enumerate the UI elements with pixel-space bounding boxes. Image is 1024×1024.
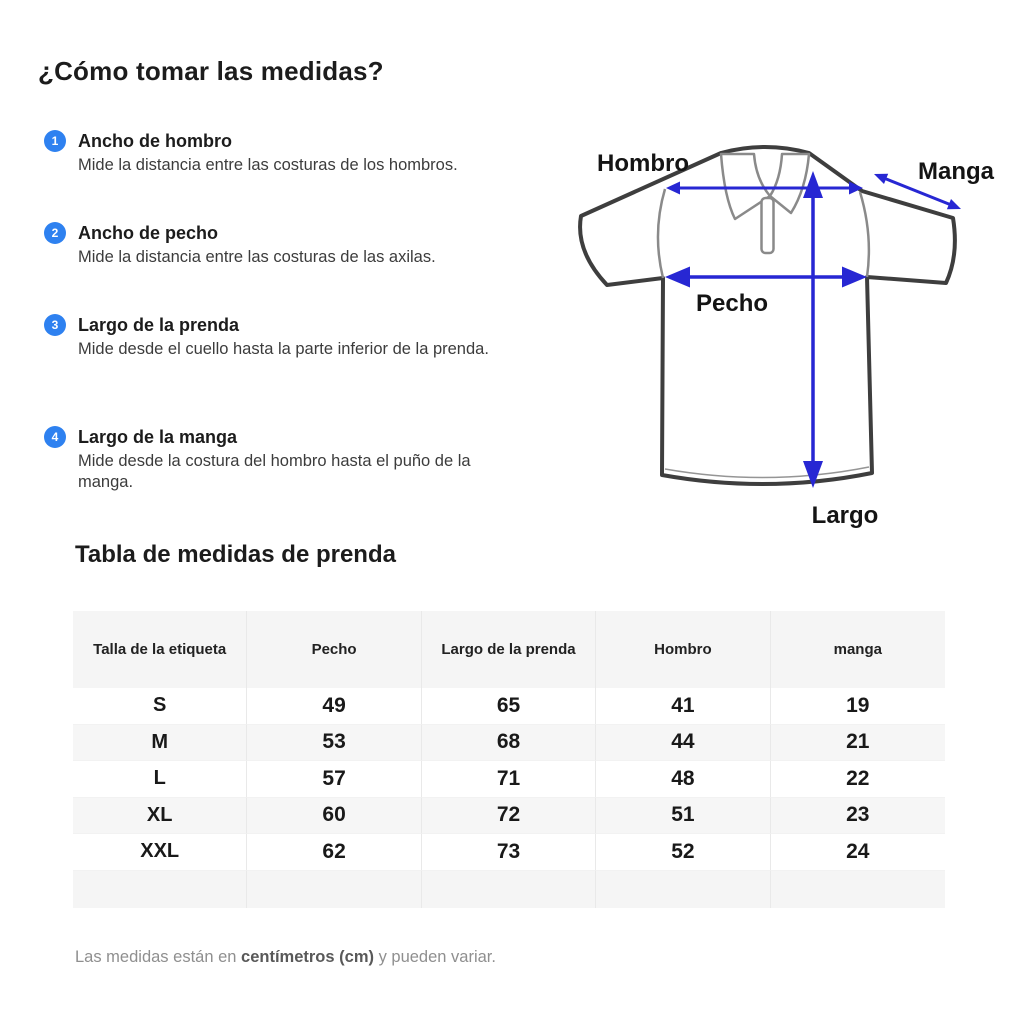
cell-manga: 21 xyxy=(770,725,945,761)
page-title: ¿Cómo tomar las medidas? xyxy=(38,56,384,86)
instruction-step-1: 1 Ancho de hombro Mide la distancia entr… xyxy=(44,129,549,176)
diagram-label-manga: Manga xyxy=(918,158,995,185)
step-2-badge: 2 xyxy=(44,222,66,244)
cell-empty xyxy=(73,870,248,908)
cell-hombro: 52 xyxy=(596,834,771,871)
instruction-step-2: 2 Ancho de pecho Mide la distancia entre… xyxy=(44,221,549,268)
cell-size: XXL xyxy=(73,834,248,871)
col-header-talla: Talla de la etiqueta xyxy=(73,611,248,688)
armhole-seam-left xyxy=(656,188,667,279)
step-1-desc: Mide la distancia entre las costuras de … xyxy=(78,156,458,174)
cell-manga: 22 xyxy=(770,761,945,798)
step-1-title: Ancho de hombro xyxy=(78,131,232,151)
size-table: Talla de la etiqueta Pecho Largo de la p… xyxy=(73,611,945,908)
step-4-desc: Mide desde la costura del hombro hasta e… xyxy=(78,452,471,491)
step-4-badge: 4 xyxy=(44,426,66,448)
table-row-xxl: XXL 62 73 52 24 xyxy=(73,834,945,871)
cell-pecho: 49 xyxy=(247,688,422,725)
step-3-text: Largo de la prenda Mide desde el cuello … xyxy=(78,313,520,360)
cell-pecho: 57 xyxy=(247,761,422,798)
instruction-step-3: 3 Largo de la prenda Mide desde el cuell… xyxy=(44,313,549,360)
step-1-badge: 1 xyxy=(44,130,66,152)
diagram-label-hombro: Hombro xyxy=(597,150,689,177)
table-row-s: S 49 65 41 19 xyxy=(73,688,945,725)
cell-pecho: 62 xyxy=(247,834,422,871)
step-2-title: Ancho de pecho xyxy=(78,223,219,243)
cell-empty xyxy=(422,870,597,908)
step-3-desc: Mide desde el cuello hasta la parte infe… xyxy=(78,340,489,358)
shirt-outline xyxy=(578,145,957,487)
cell-manga: 23 xyxy=(770,798,945,834)
units-note-unit: centímetros (cm) xyxy=(241,948,374,966)
cell-size: XL xyxy=(73,797,248,834)
step-3-badge: 3 xyxy=(44,314,66,336)
cell-manga: 19 xyxy=(770,688,945,725)
col-header-largo: Largo de la prenda xyxy=(422,611,597,688)
units-note: Las medidas están en centímetros (cm) y … xyxy=(75,948,496,967)
placket xyxy=(760,196,775,255)
cell-empty xyxy=(771,871,945,908)
cell-pecho: 53 xyxy=(247,724,422,761)
cell-largo: 73 xyxy=(421,834,597,871)
cell-hombro: 51 xyxy=(596,797,771,834)
cell-hombro: 41 xyxy=(596,688,771,725)
cell-hombro: 48 xyxy=(596,761,771,798)
cell-largo: 71 xyxy=(421,761,597,798)
table-row-l: L 57 71 48 22 xyxy=(73,761,945,798)
hem-line xyxy=(664,466,870,479)
sleeve-arrow xyxy=(874,173,961,210)
shoulder-arrow xyxy=(666,181,863,195)
cell-pecho: 60 xyxy=(247,797,422,834)
size-table-header-row: Talla de la etiqueta Pecho Largo de la p… xyxy=(73,611,945,688)
step-2-desc: Mide la distancia entre las costuras de … xyxy=(78,248,436,266)
diagram-label-pecho: Pecho xyxy=(696,290,768,317)
units-note-prefix: Las medidas están en xyxy=(75,948,242,966)
armhole-seam-right xyxy=(858,191,871,278)
units-note-suffix: y pueden variar. xyxy=(373,948,496,966)
table-row-xl: XL 60 72 51 23 xyxy=(73,797,945,834)
col-header-pecho: Pecho xyxy=(247,611,422,688)
step-3-title: Largo de la prenda xyxy=(78,315,240,335)
instruction-step-4: 4 Largo de la manga Mide desde la costur… xyxy=(44,425,549,493)
collar-right-flap xyxy=(768,152,811,215)
cell-size: S xyxy=(73,688,248,725)
size-table-title: Tabla de medidas de prenda xyxy=(75,541,396,568)
table-row-empty xyxy=(73,870,945,908)
step-2-text: Ancho de pecho Mide la distancia entre l… xyxy=(78,221,520,268)
polo-shirt-illustration: Hombro Manga Pecho Largo xyxy=(578,145,995,529)
col-header-hombro: Hombro xyxy=(596,611,771,688)
cell-largo: 65 xyxy=(421,688,597,725)
cell-size: L xyxy=(73,761,248,798)
cell-largo: 72 xyxy=(421,797,597,834)
cell-hombro: 44 xyxy=(596,724,771,761)
step-1-text: Ancho de hombro Mide la distancia entre … xyxy=(78,129,520,176)
cell-size: M xyxy=(73,724,248,761)
cell-empty xyxy=(247,870,422,908)
col-header-manga: manga xyxy=(833,641,882,658)
step-4-text: Largo de la manga Mide desde la costura … xyxy=(78,425,520,493)
cell-empty xyxy=(596,870,771,908)
step-4-title: Largo de la manga xyxy=(78,427,238,447)
shirt-diagram: Hombro Manga Pecho Largo xyxy=(555,125,1024,535)
diagram-label-largo: Largo xyxy=(812,502,879,529)
cell-largo: 68 xyxy=(421,724,597,761)
cell-manga: 24 xyxy=(770,834,945,871)
table-row-m: M 53 68 44 21 xyxy=(73,724,945,761)
chest-arrow xyxy=(665,266,867,288)
length-arrow xyxy=(803,171,823,488)
